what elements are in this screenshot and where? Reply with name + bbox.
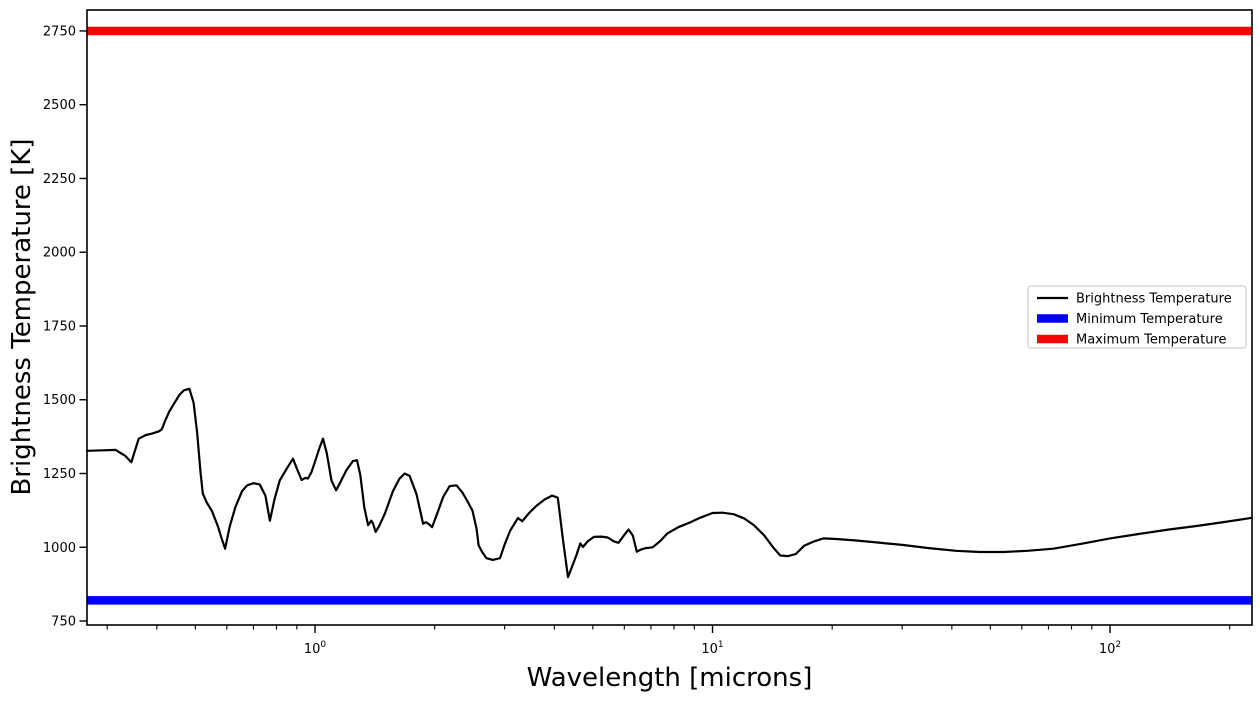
plot-frame	[86, 9, 1253, 626]
legend-box	[1027, 285, 1247, 349]
series-lines	[85, 26, 1254, 605]
legend: Brightness Temperature Minimum Temperatur…	[1027, 285, 1247, 349]
y-tick-label: 2500	[43, 98, 76, 113]
x-tick-label: 100	[304, 640, 327, 657]
x-tick-label: 101	[701, 640, 723, 657]
legend-item-label: Maximum Temperature	[1076, 333, 1227, 348]
brightness-temperature-line	[85, 387, 1254, 579]
y-axis-title: Brightness Temperature [K]	[7, 138, 37, 495]
y-tick-label: 2250	[43, 172, 76, 187]
x-tick-label: 102	[1099, 640, 1121, 657]
legend-item: Maximum Temperature	[1037, 333, 1227, 348]
y-tick-label: 2000	[43, 246, 76, 261]
y-tick-label: 1750	[43, 319, 76, 334]
y-tick-label: 2750	[43, 24, 76, 39]
y-tick-label: 750	[51, 615, 76, 630]
legend-item: Minimum Temperature	[1037, 312, 1223, 327]
y-tick-label: 1000	[43, 541, 76, 556]
x-axis-title: Wavelength [microns]	[527, 663, 813, 693]
y-tick-label: 1500	[43, 393, 76, 408]
y-tick-label: 1250	[43, 467, 76, 482]
legend-item-label: Minimum Temperature	[1076, 312, 1223, 327]
y-axis-ticks: 750 1000 1250 1500 1750 2000 2250 2500 2750	[43, 24, 87, 630]
x-axis-ticks: 100 101 102	[106, 625, 1231, 657]
legend-item-label: Brightness Temperature	[1076, 292, 1232, 307]
legend-item: Brightness Temperature	[1037, 292, 1232, 307]
